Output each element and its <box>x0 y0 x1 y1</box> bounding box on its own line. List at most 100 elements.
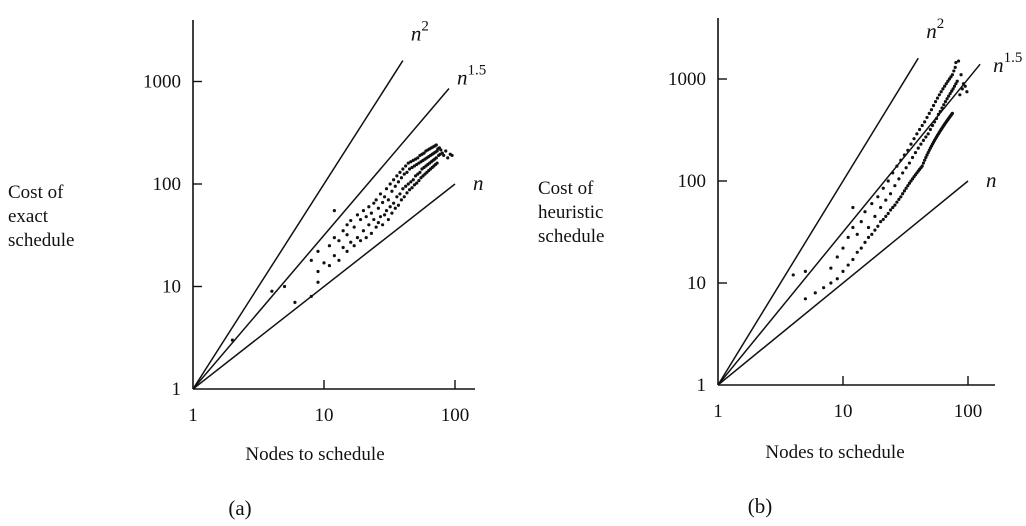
data-point <box>926 132 930 136</box>
y-tick-label: 1 <box>697 375 707 396</box>
data-point <box>913 150 918 155</box>
data-point <box>921 161 926 165</box>
data-point <box>958 93 962 97</box>
data-point <box>393 184 397 188</box>
data-point <box>337 239 341 243</box>
data-point <box>390 189 394 193</box>
data-point <box>409 180 413 184</box>
data-point <box>282 284 287 289</box>
data-point <box>895 200 899 204</box>
data-point <box>929 108 934 112</box>
data-point <box>881 217 885 222</box>
data-point <box>879 205 883 210</box>
reference-line-n <box>717 180 969 386</box>
data-point <box>870 232 874 236</box>
panel-a: 1 10 100 1000 1 10 100 n2 n1.5 n Cost of exact sched… <box>8 19 486 520</box>
data-point <box>829 281 833 285</box>
data-point <box>859 219 863 224</box>
data-point <box>959 73 963 77</box>
data-point <box>446 156 450 160</box>
data-point <box>376 221 380 225</box>
data-point <box>841 246 845 250</box>
data-point <box>899 158 903 162</box>
reference-line-n1_5 <box>192 88 450 390</box>
data-point <box>399 176 404 180</box>
data-point <box>946 79 950 83</box>
data-point <box>364 215 368 219</box>
y-tick-label: 100 <box>153 174 182 195</box>
data-point <box>835 277 839 281</box>
data-point <box>410 165 414 170</box>
data-point <box>953 65 957 69</box>
data-point <box>374 198 378 202</box>
data-point <box>932 120 937 124</box>
data-point <box>933 100 938 104</box>
data-point <box>941 87 945 91</box>
data-point <box>835 255 839 259</box>
data-point <box>851 205 855 210</box>
data-point <box>382 195 387 199</box>
data-point <box>345 233 349 237</box>
data-point <box>884 198 888 202</box>
data-point <box>912 137 916 141</box>
y-axis-label-line: schedule <box>8 230 74 251</box>
data-point <box>939 90 943 94</box>
data-point <box>376 206 380 210</box>
data-point <box>419 176 423 180</box>
data-point <box>422 151 426 155</box>
data-point <box>444 149 448 153</box>
data-point <box>440 151 444 155</box>
data-point <box>891 205 895 210</box>
data-point <box>963 84 967 88</box>
data-point <box>406 161 410 165</box>
y-tick-label: 1000 <box>668 69 706 90</box>
data-point <box>948 91 952 96</box>
data-point <box>416 172 420 176</box>
y-tick-label: 10 <box>162 277 181 298</box>
y-axis-label-line: Cost of <box>8 182 64 203</box>
data-point <box>937 93 941 97</box>
y-axis-label-line: Cost of <box>538 178 594 199</box>
data-point <box>944 82 948 86</box>
data-point <box>392 201 396 205</box>
data-point <box>822 286 826 290</box>
data-point <box>930 123 935 128</box>
data-point <box>904 166 908 170</box>
data-point <box>902 189 907 193</box>
data-point <box>341 245 345 250</box>
data-point <box>409 160 413 164</box>
data-point <box>917 127 922 132</box>
data-point <box>891 171 895 175</box>
data-point <box>876 224 880 228</box>
data-point <box>332 254 336 258</box>
y-axis-label-line: exact <box>8 206 49 227</box>
data-point <box>401 167 405 171</box>
data-point <box>956 59 961 63</box>
x-tick-label: 100 <box>954 401 983 422</box>
data-point <box>382 213 387 217</box>
data-point <box>863 240 867 245</box>
data-point <box>369 211 373 215</box>
data-point <box>851 257 855 262</box>
data-point <box>369 231 373 235</box>
data-point <box>950 111 954 115</box>
data-point <box>352 225 356 229</box>
data-point <box>388 182 392 186</box>
data-point <box>915 132 919 136</box>
x-tick-label: 10 <box>834 401 853 422</box>
reference-line-label: n1.5 <box>993 50 1022 77</box>
data-point <box>803 297 807 301</box>
data-point <box>435 161 439 165</box>
data-point <box>309 294 313 299</box>
y-tick-label: 1 <box>172 379 182 400</box>
data-point <box>384 209 389 213</box>
data-point <box>870 202 874 206</box>
data-point <box>386 198 390 202</box>
data-point <box>367 223 371 227</box>
data-point <box>954 60 958 65</box>
data-point <box>337 258 341 262</box>
data-point <box>920 164 924 168</box>
data-point <box>378 192 383 196</box>
data-point <box>899 195 903 199</box>
data-point <box>955 79 959 83</box>
